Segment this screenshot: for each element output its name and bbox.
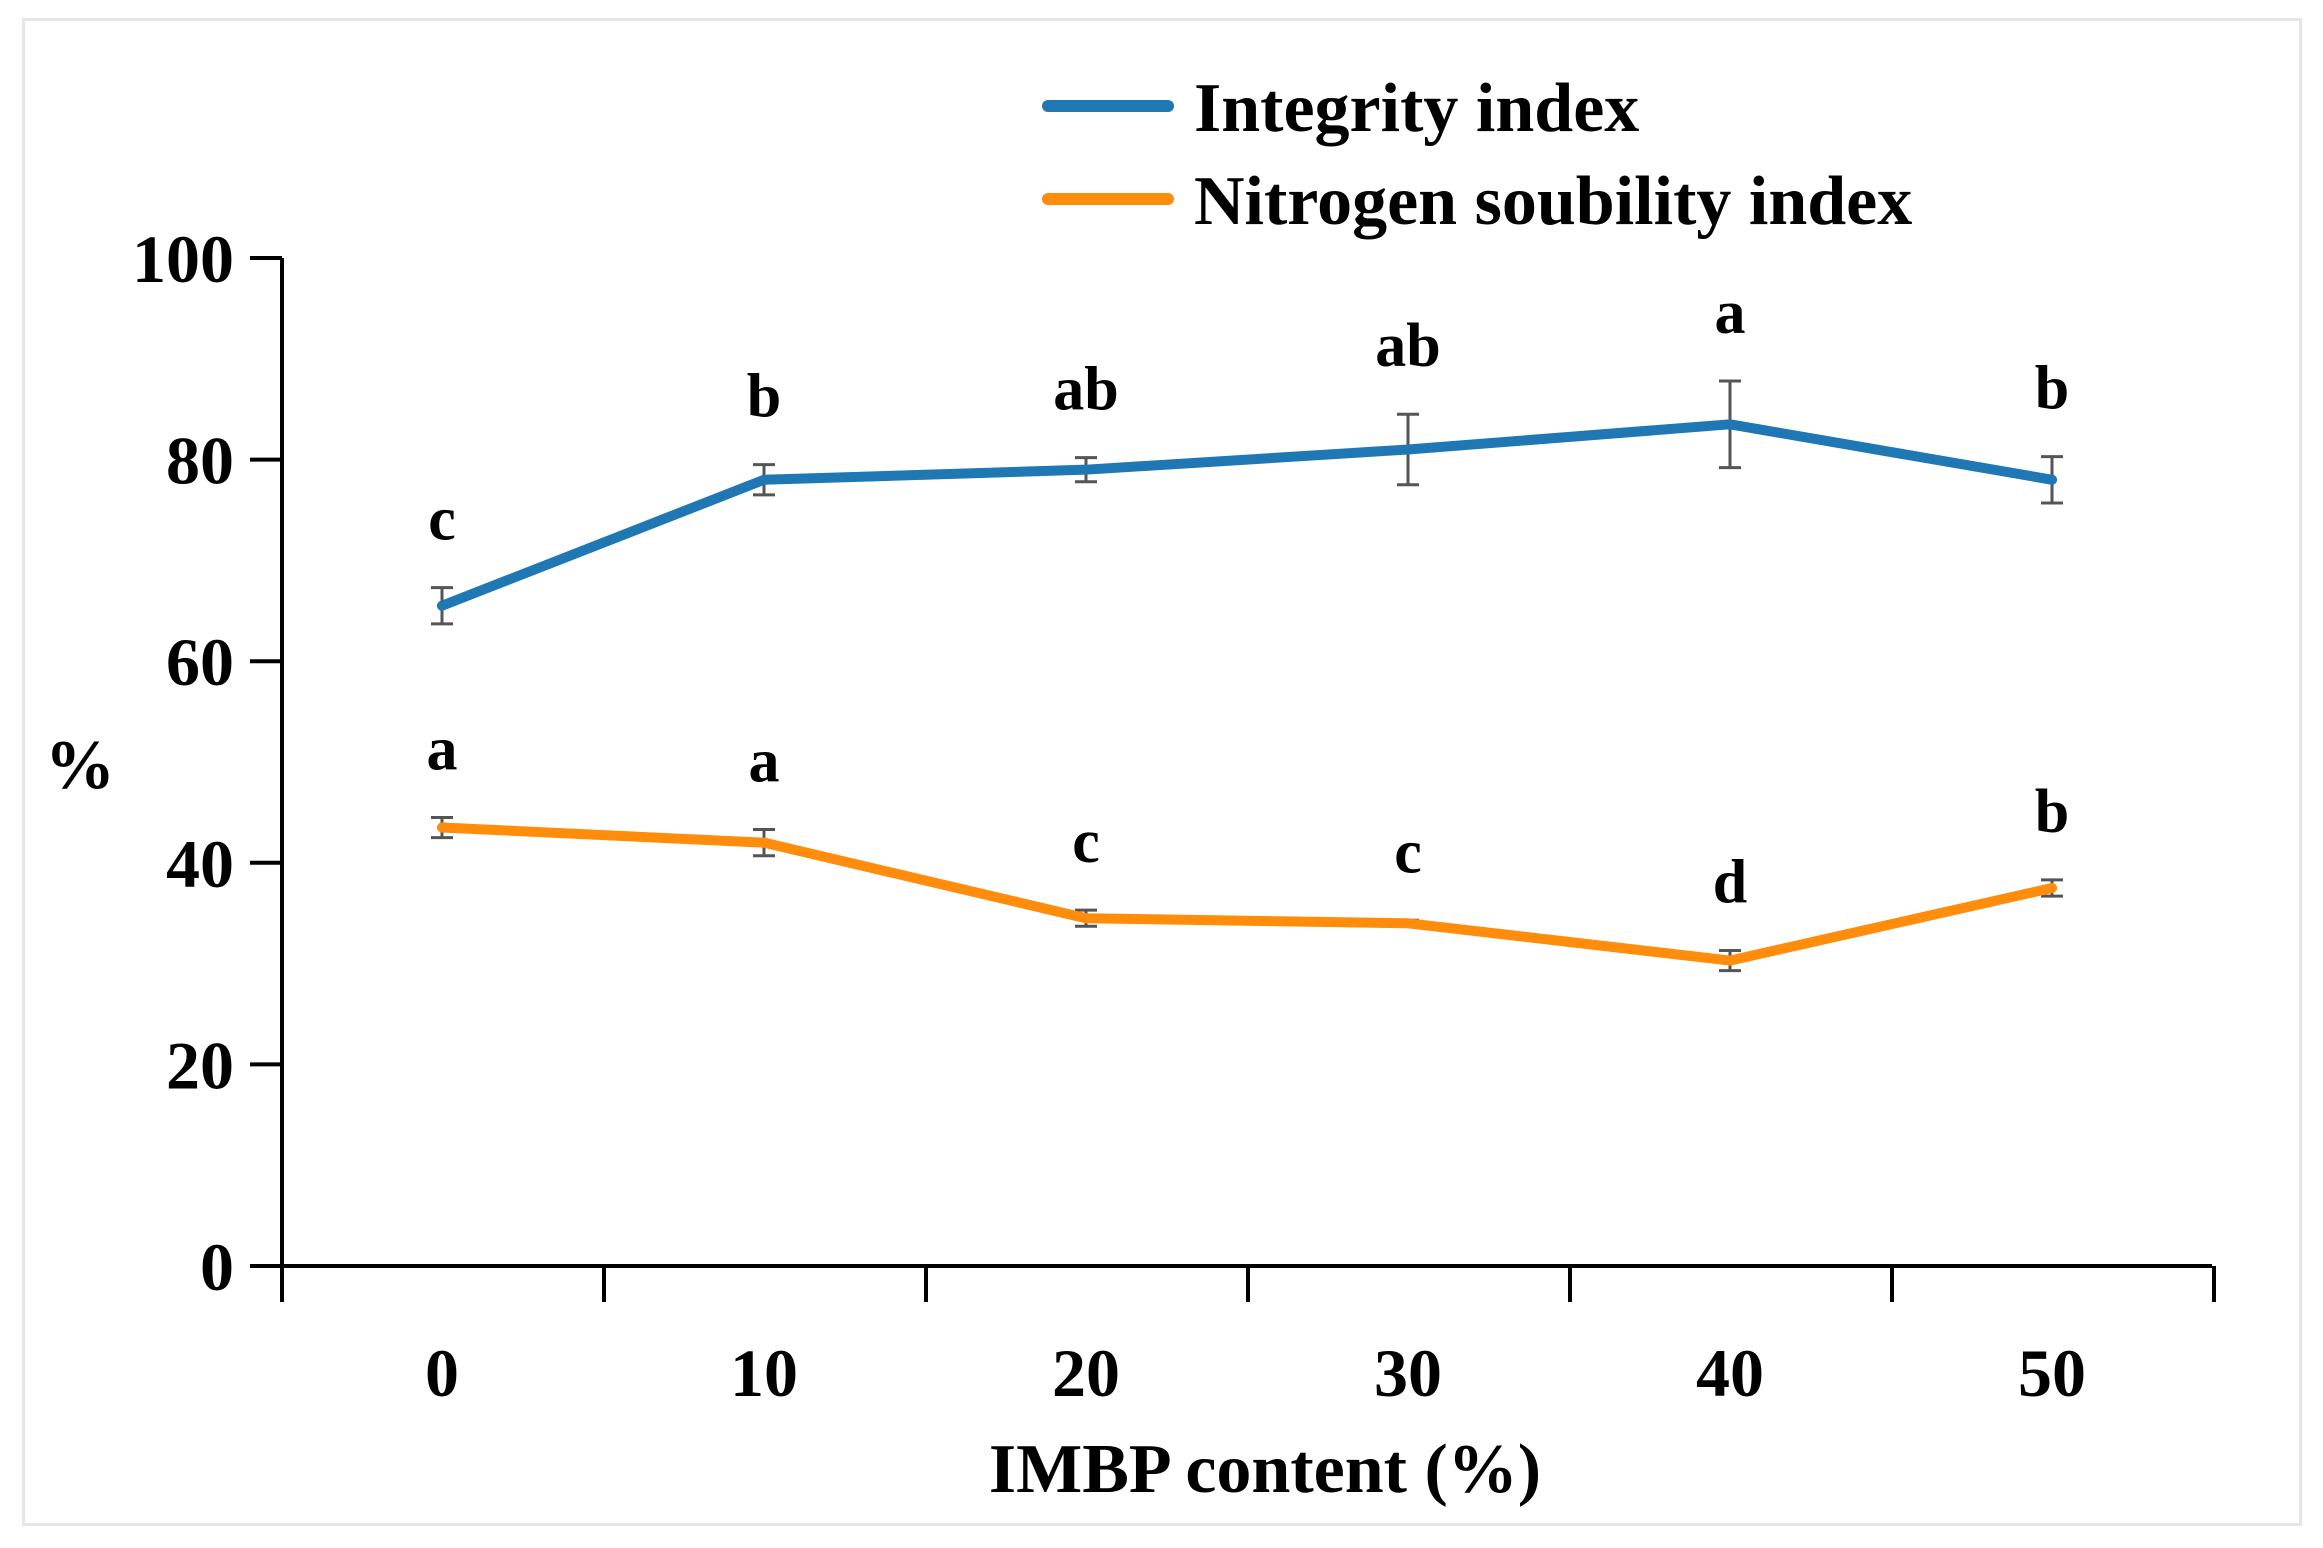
data-point-nitrogen-soubility-index-50	[2047, 883, 2057, 893]
y-tick-label-20: 20	[166, 1027, 234, 1103]
data-point-integrity-index-50	[2047, 474, 2057, 485]
data-point-integrity-index-10	[759, 474, 769, 485]
significance-letter-integrity-index-20: ab	[1053, 356, 1118, 424]
significance-letter-nitrogen-soubility-index-10: a	[749, 728, 780, 796]
significance-letter-nitrogen-soubility-index-50: b	[2035, 778, 2069, 846]
data-point-nitrogen-soubility-index-40	[1725, 955, 1735, 966]
x-tick-label-0: 0	[425, 1335, 459, 1411]
data-point-integrity-index-40	[1725, 419, 1735, 430]
significance-letter-nitrogen-soubility-index-30: c	[1394, 818, 1422, 886]
data-point-nitrogen-soubility-index-20	[1081, 913, 1091, 924]
significance-letter-nitrogen-soubility-index-20: c	[1072, 808, 1100, 876]
y-tick-label-80: 80	[166, 423, 234, 499]
data-point-integrity-index-30	[1403, 444, 1413, 455]
data-point-integrity-index-0	[437, 600, 447, 611]
significance-letter-integrity-index-10: b	[747, 363, 781, 431]
y-tick-label-100: 100	[132, 221, 234, 297]
legend-label-integrity-index: Integrity index	[1194, 70, 1639, 147]
significance-letter-integrity-index-50: b	[2035, 355, 2069, 423]
chart-frame	[22, 18, 2302, 1526]
legend: Integrity index Nitrogen soubility index	[1042, 70, 1912, 240]
x-tick-label-30: 30	[1374, 1335, 1442, 1411]
data-point-nitrogen-soubility-index-30	[1403, 918, 1413, 929]
legend-label-nitrogen-soubility-index: Nitrogen soubility index	[1194, 163, 1912, 240]
y-tick-label-40: 40	[166, 826, 234, 902]
significance-letter-integrity-index-40: a	[1715, 279, 1746, 347]
x-tick-label-20: 20	[1052, 1335, 1120, 1411]
data-point-nitrogen-soubility-index-10	[759, 837, 769, 848]
significance-letter-nitrogen-soubility-index-0: a	[427, 715, 458, 783]
significance-letter-integrity-index-30: ab	[1375, 312, 1440, 380]
x-tick-label-50: 50	[2018, 1335, 2086, 1411]
y-tick-label-0: 0	[200, 1229, 234, 1305]
series-line-integrity-index	[437, 419, 2057, 611]
x-tick-label-10: 10	[730, 1335, 798, 1411]
data-point-nitrogen-soubility-index-0	[437, 822, 447, 833]
significance-letter-nitrogen-soubility-index-40: d	[1713, 848, 1747, 916]
y-tick-label-60: 60	[166, 624, 234, 700]
data-point-integrity-index-20	[1081, 464, 1091, 475]
significance-letter-integrity-index-0: c	[428, 486, 456, 554]
x-axis-title: IMBP content (%)	[989, 1431, 1541, 1508]
series-line-nitrogen-soubility-index	[437, 822, 2057, 966]
x-tick-label-40: 40	[1696, 1335, 1764, 1411]
y-axis-title: %	[45, 727, 115, 804]
